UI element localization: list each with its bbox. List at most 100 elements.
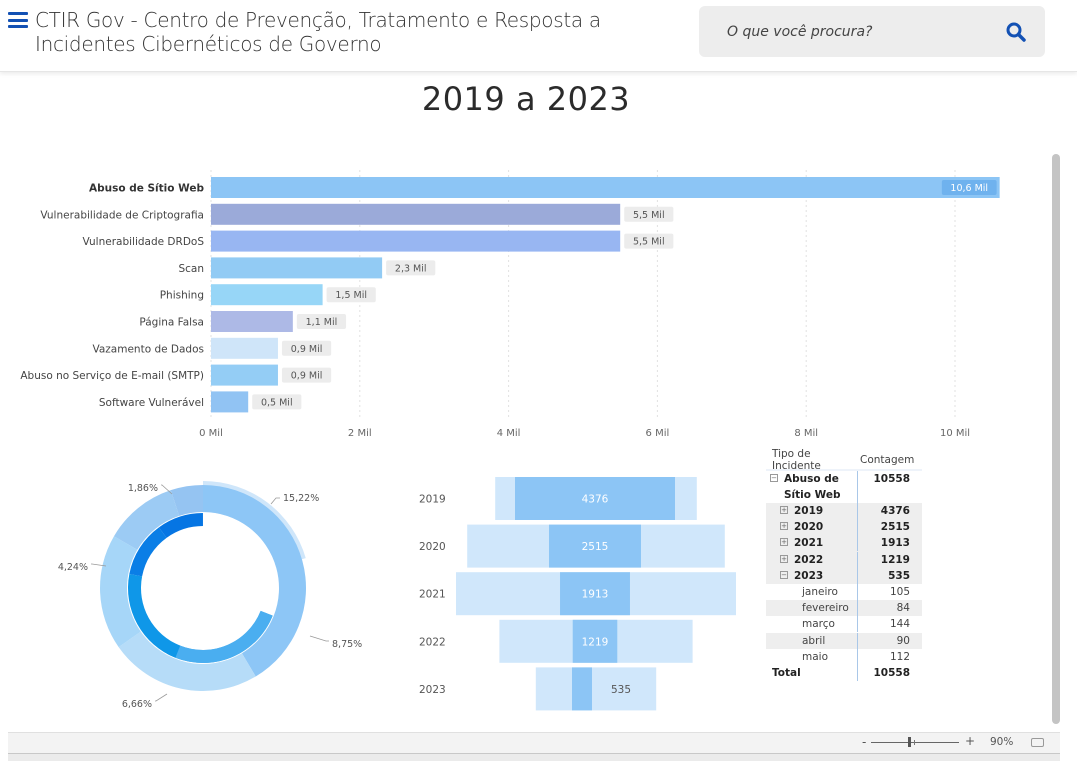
funnel-bar[interactable] [572, 619, 618, 663]
table-row: +2021 1913 [766, 535, 922, 552]
row-value: 1219 [880, 553, 910, 566]
funnel-data-label: 2515 [582, 541, 609, 553]
funnel-bar[interactable] [515, 477, 675, 520]
data-label: 0,9 Mil [291, 344, 323, 355]
collapse-icon[interactable]: − [780, 570, 788, 579]
row-label: março [802, 618, 835, 631]
zoom-level: 90% [990, 736, 1014, 748]
table-row: − Abuso de Sítio Web 10558 [766, 471, 922, 503]
x-tick-label: 0 Mil [199, 428, 223, 439]
data-label-bg [386, 260, 436, 276]
zoom-out-button[interactable]: - [862, 735, 867, 749]
donut-data-label: 6,66% [122, 699, 152, 710]
donut-outer-slice [203, 485, 307, 677]
row-label-cell: −2023 [766, 567, 858, 584]
category-label: Phishing [160, 290, 204, 302]
fit-to-page-icon[interactable] [1031, 738, 1044, 747]
data-label-bg [624, 206, 674, 222]
bar[interactable] [211, 337, 278, 359]
row-label-cell: +2021 [766, 535, 858, 552]
expand-icon[interactable]: + [780, 538, 788, 547]
bar[interactable] [211, 391, 249, 413]
search-icon[interactable] [1004, 20, 1028, 44]
bar[interactable] [211, 284, 323, 306]
category-label: Scan [178, 263, 204, 275]
hamburger-menu-icon[interactable] [8, 12, 28, 28]
donut-data-label: 4,24% [58, 562, 88, 573]
data-label-bg [281, 340, 332, 356]
data-label: 1,5 Mil [335, 290, 367, 301]
row-value: 144 [889, 618, 910, 631]
expand-icon[interactable]: + [780, 554, 788, 563]
data-label-bg [252, 394, 302, 410]
category-label: Vazamento de Dados [92, 343, 204, 355]
row-label-cell: maio [766, 648, 858, 665]
site-title: CTIR Gov - Centro de Prevenção, Tratamen… [35, 8, 601, 56]
funnel-category-label: 2023 [419, 684, 446, 696]
row-label-cell: fevereiro [766, 600, 858, 617]
column-header-tipo[interactable]: Tipo de Incidente [772, 447, 821, 472]
donut-outer-slice [170, 485, 203, 516]
row-value: 535 [888, 569, 910, 582]
x-tick-label: 10 Mil [940, 428, 970, 439]
data-label-bg [326, 287, 376, 303]
x-tick-label: 2 Mil [348, 428, 372, 439]
donut-leader-line [309, 635, 329, 642]
data-label-bg [941, 180, 997, 195]
row-label: abril [802, 634, 826, 647]
row-label: maio [802, 650, 829, 663]
row-label-cell: +2019 [766, 503, 858, 519]
donut-data-label: 1,86% [128, 483, 158, 494]
table-row: janeiro 105 [766, 583, 922, 600]
row-value: 2515 [880, 521, 910, 534]
bar[interactable] [211, 203, 621, 225]
vertical-scrollbar[interactable] [1052, 154, 1060, 724]
category-label: Software Vulnerável [99, 397, 204, 409]
site-header: CTIR Gov - Centro de Prevenção, Tratamen… [0, 0, 1077, 72]
row-label: 2022 [794, 553, 824, 566]
row-value: 4376 [880, 505, 910, 517]
x-tick-label: 4 Mil [497, 428, 521, 439]
category-label: Abuso no Serviço de E-mail (SMTP) [20, 370, 204, 382]
funnel-bar[interactable] [549, 524, 641, 568]
bar[interactable] [211, 364, 278, 386]
zoom-slider-thumb[interactable] [908, 737, 911, 747]
page-navigation-bar [8, 754, 1060, 761]
incident-matrix-table: Tipo de Incidente Contagem − Abuso de Sít… [766, 447, 922, 681]
zoom-slider-default-tick [914, 740, 915, 745]
donut-leader-line [270, 497, 280, 505]
expand-icon[interactable]: + [780, 506, 788, 514]
donut-data-label: 8,75% [332, 639, 362, 650]
search-box [699, 6, 1045, 57]
row-label: 2020 [794, 521, 824, 534]
bar[interactable] [211, 177, 1000, 198]
expand-icon[interactable]: + [780, 522, 788, 531]
category-label: Vulnerabilidade DRDoS [83, 236, 205, 248]
donut-data-label: 15,22% [283, 493, 319, 504]
data-label-bg [281, 367, 332, 383]
donut-inner-slice [158, 513, 203, 538]
bar[interactable] [211, 257, 383, 279]
category-label: Página Falsa [139, 317, 204, 329]
report-footer-bar [8, 732, 1060, 754]
funnel-bar[interactable] [560, 572, 630, 616]
bar[interactable] [211, 230, 621, 252]
matrix-header: Tipo de Incidente Contagem [766, 447, 922, 472]
zoom-in-button[interactable]: + [965, 734, 976, 748]
report-title: 2019 a 2023 [421, 80, 631, 118]
funnel-data-label: 1913 [582, 589, 609, 601]
search-input[interactable] [727, 20, 987, 44]
zoom-slider-track[interactable] [871, 742, 959, 743]
collapse-icon[interactable]: − [770, 474, 778, 482]
donut-leader-line [161, 484, 173, 495]
row-label: 2023 [794, 569, 824, 582]
column-header-contagem[interactable]: Contagem [860, 453, 915, 466]
table-row: +2022 1219 [766, 551, 922, 568]
bar[interactable] [211, 311, 293, 332]
data-label: 0,9 Mil [291, 371, 323, 382]
donut-inner-slice [129, 527, 167, 577]
data-label: 10,6 Mil [950, 183, 988, 194]
x-tick-label: 6 Mil [646, 428, 670, 439]
data-label: 5,5 Mil [633, 237, 665, 248]
funnel-bar[interactable] [572, 667, 592, 711]
